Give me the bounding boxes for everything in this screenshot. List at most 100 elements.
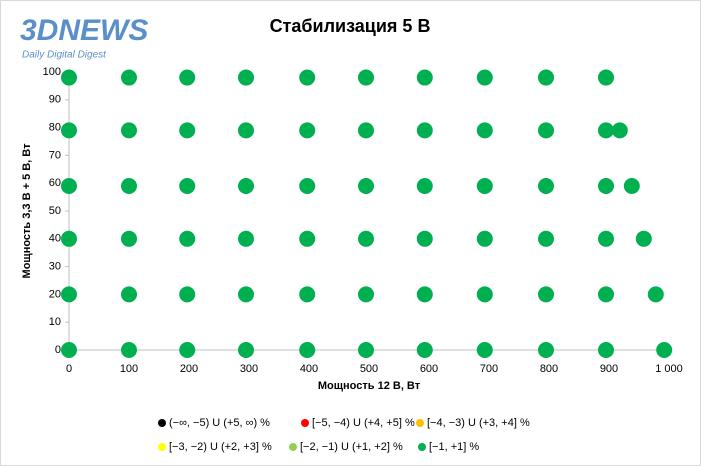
point [598,122,614,139]
y-tick-label: 30 [49,261,61,273]
x-tick-label: 0 [66,363,72,375]
logo-brand: 3DNEWS [20,14,148,47]
point [476,286,493,303]
point [416,342,433,358]
point [358,122,374,139]
legend-marker [416,419,424,427]
legend-label: [−5, −4) U (+4, +5] % [312,417,415,429]
legend-marker [418,443,426,451]
legend-label: [−4, −3) U (+3, +4] % [427,417,530,429]
point [647,286,664,303]
y-tick-label: 40 [49,233,61,245]
point [635,230,652,247]
y-tick-label: 20 [49,288,61,300]
y-tick-label: 100 [43,66,61,78]
point [238,69,254,86]
x-tick-label: 300 [240,363,258,375]
x-tick-label: 800 [540,363,558,375]
point [179,286,196,303]
point [179,122,196,139]
point [61,177,77,194]
point [299,69,316,86]
legend-marker [158,419,166,427]
y-tick-label: 90 [49,94,61,106]
point [623,177,640,194]
point [416,122,433,139]
point [121,230,137,247]
point [538,230,554,247]
point [179,230,196,247]
point [121,286,137,303]
point [476,342,493,358]
point [299,177,316,194]
legend-label: [−1, +1] % [429,441,479,453]
point [598,177,614,194]
point [299,230,316,247]
point [656,342,673,358]
point [179,177,196,194]
point [611,122,628,139]
point [358,69,374,86]
point [476,177,493,194]
x-tick-label: 100 [120,363,138,375]
point [121,122,137,139]
y-tick-label: 0 [55,344,61,356]
legend-marker [289,443,297,451]
point [61,122,77,139]
point [121,177,137,194]
point [61,342,77,358]
point [598,342,614,358]
point [179,342,196,358]
point [538,177,554,194]
legend-marker [158,443,166,451]
x-tick-label: 400 [300,363,318,375]
point [476,230,493,247]
point [61,286,77,303]
x-tick-label: 500 [360,363,378,375]
x-tick-label: 1 000 [655,363,683,375]
point [538,69,554,86]
y-axis-label: Мощность 3,3 В + 5 В, Вт [21,143,33,279]
point [238,177,254,194]
point [299,342,316,358]
point [238,230,254,247]
point [121,342,137,358]
point [598,286,614,303]
x-tick-label: 700 [480,363,498,375]
point [299,286,316,303]
point [358,342,374,358]
chart-title: Стабилизация 5 В [270,16,431,36]
y-tick-label: 70 [49,149,61,161]
point [238,342,254,358]
point [416,230,433,247]
x-tick-label: 900 [600,363,618,375]
legend-marker [301,419,309,427]
point [61,230,77,247]
y-tick-label: 60 [49,177,61,189]
y-tick-label: 80 [49,122,61,134]
point [416,286,433,303]
x-tick-label: 600 [420,363,438,375]
legend-label: [−3, −2) U (+2, +3] % [169,441,272,453]
x-axis-label: Мощность 12 В, Вт [318,380,421,392]
legend-label: (−∞, −5) U (+5, ∞) % [169,417,270,429]
point [358,230,374,247]
point [61,69,77,86]
legend-label: [−2, −1) U (+1, +2] % [300,441,403,453]
point [238,122,254,139]
logo-tagline: Daily Digital Digest [22,50,107,61]
y-tick-label: 50 [49,205,61,217]
point [598,69,614,86]
point [598,230,614,247]
point [538,342,554,358]
point [538,286,554,303]
point [358,286,374,303]
y-tick-label: 10 [49,316,61,328]
x-tick-label: 200 [180,363,198,375]
point [416,177,433,194]
point [358,177,374,194]
point [416,69,433,86]
point [538,122,554,139]
